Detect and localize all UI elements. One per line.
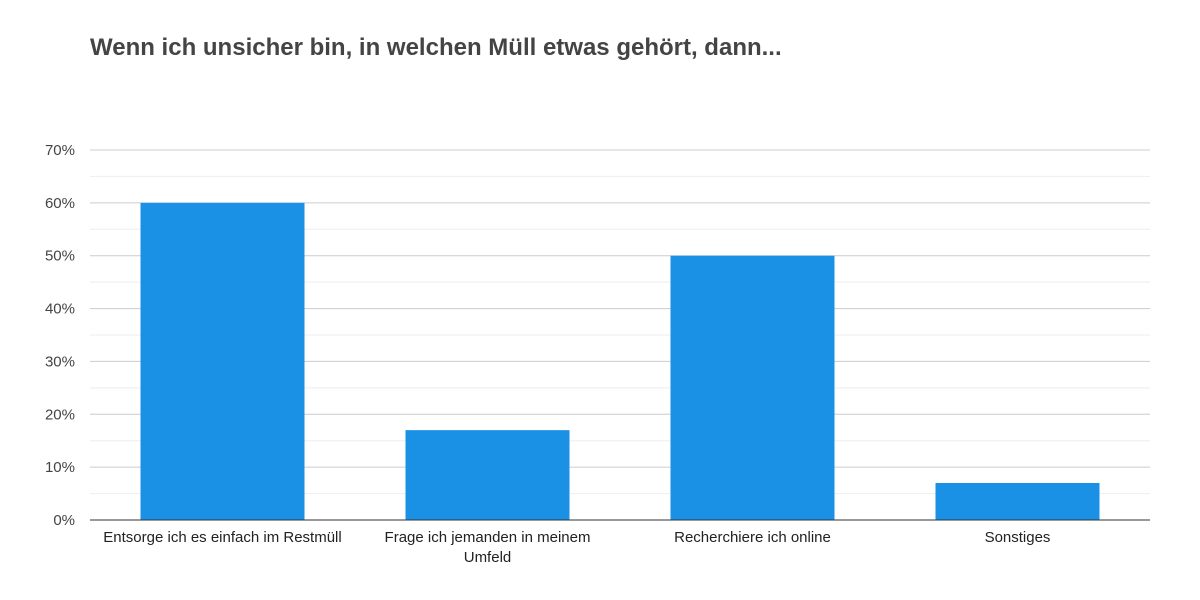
y-tick-label: 10% [45, 459, 75, 476]
y-tick-label: 70% [45, 142, 75, 159]
chart-title: Wenn ich unsicher bin, in welchen Müll e… [90, 34, 782, 61]
y-tick-label: 60% [45, 195, 75, 212]
y-axis-ticks: 0% 10% 20% 30% 40% 50% 60% 70% [45, 142, 75, 529]
y-tick-label: 30% [45, 353, 75, 370]
x-tick-label: Sonstiges [985, 529, 1051, 546]
y-tick-label: 40% [45, 301, 75, 318]
x-tick-label: Entsorge ich es einfach im Restmüll [103, 529, 341, 546]
y-tick-label: 50% [45, 248, 75, 265]
x-axis-labels: Entsorge ich es einfach im Restmüll Frage… [103, 529, 1050, 566]
y-tick-label: 20% [45, 406, 75, 423]
y-tick-label: 0% [53, 512, 75, 529]
x-tick-label: Recherchiere ich online [674, 529, 831, 546]
x-tick-label: Frage ich jemanden in meinem Umfeld [385, 529, 591, 566]
bar [935, 483, 1100, 520]
bars [140, 202, 1100, 520]
bar [670, 255, 835, 520]
bar [140, 202, 305, 520]
bar [405, 430, 570, 520]
